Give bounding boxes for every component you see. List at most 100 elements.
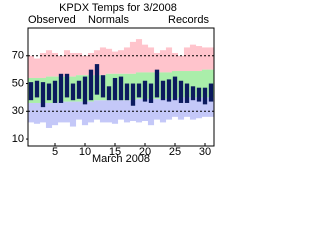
observed-bar (28, 82, 34, 101)
observed-bar (88, 69, 94, 101)
normal-bar (201, 69, 209, 98)
record-low-bar (39, 102, 47, 123)
record-low-bar (141, 98, 149, 122)
normal-bar (189, 71, 197, 98)
record-low-bar (69, 101, 77, 127)
record-low-bar (165, 98, 173, 120)
record-low-bar (123, 100, 131, 123)
plot-frame (27, 27, 215, 147)
record-low-bar (177, 97, 185, 120)
record-high-bar (27, 55, 35, 78)
record-high-bar (93, 50, 101, 76)
record-high-bar (75, 52, 83, 76)
record-low-bar (27, 102, 35, 123)
observed-bar (160, 80, 166, 101)
record-low-bar (99, 100, 107, 123)
record-high-bar (159, 50, 167, 73)
record-low-bar (51, 102, 59, 126)
record-low-bar (57, 101, 65, 123)
chart-title: KPDX Temps for 3/2008 (59, 2, 177, 14)
record-high-bar (45, 50, 53, 77)
record-low-bar (201, 97, 209, 117)
record-low-bar (87, 101, 95, 123)
record-high-bar (171, 52, 179, 72)
record-high-bar (183, 47, 191, 72)
record-high-bar (141, 44, 149, 73)
record-high-bar (81, 55, 89, 76)
observed-bar (202, 87, 208, 105)
record-low-bar (183, 97, 191, 117)
record-high-bar (165, 47, 173, 73)
y-tick-label: 30 (12, 105, 24, 117)
record-low-bar (171, 98, 179, 117)
observed-bar (166, 79, 172, 102)
observed-bar (172, 76, 178, 101)
record-low-bar (93, 100, 101, 120)
observed-bar (148, 83, 154, 103)
y-tick-label: 50 (12, 77, 24, 89)
record-low-bar (33, 102, 41, 124)
record-low-bar (207, 97, 215, 117)
observed-bar (130, 83, 136, 106)
record-high-bar (189, 44, 197, 72)
observed-bar (52, 80, 58, 103)
x-axis-label: March 2008 (92, 153, 150, 165)
observed-bar (178, 80, 184, 103)
legend-records: Records (168, 14, 209, 26)
record-low-bar (81, 101, 89, 126)
observed-bar (34, 80, 40, 98)
observed-bar (82, 76, 88, 105)
record-high-bar (33, 58, 41, 78)
x-tick-label: 20 (139, 146, 151, 158)
record-low-bar (111, 100, 119, 124)
chart: KPDX Temps for 3/2008 Observed Normals R… (12, 2, 215, 165)
observed-bar (142, 80, 148, 102)
x-tick-label: 25 (169, 146, 181, 158)
x-tick-label: 10 (79, 146, 91, 158)
record-high-bar (63, 50, 71, 77)
record-high-bar (123, 47, 131, 74)
observed-bar (58, 73, 64, 103)
legend-normals: Normals (88, 14, 129, 26)
record-high-bar (207, 47, 215, 70)
record-low-bar (153, 98, 161, 120)
record-low-bar (159, 98, 167, 123)
record-high-bar (57, 55, 65, 77)
record-high-bar (129, 41, 137, 74)
observed-bar (196, 87, 202, 102)
observed-bar (190, 86, 196, 101)
record-high-bar (177, 55, 185, 72)
y-tick-label: 70 (12, 50, 24, 62)
record-high-bar (153, 52, 161, 73)
record-low-bar (195, 97, 203, 119)
legend-observed: Observed (28, 14, 76, 26)
normal-bar (207, 69, 215, 98)
record-high-bar (111, 51, 119, 74)
record-low-bar (75, 101, 83, 120)
record-high-bar (135, 39, 143, 73)
observed-bar (124, 83, 130, 101)
observed-bar (94, 64, 100, 95)
record-high-bar (87, 52, 95, 76)
record-high-bar (105, 48, 113, 74)
record-high-bar (51, 52, 59, 77)
record-low-bar (135, 98, 143, 123)
x-tick-label: 30 (199, 146, 211, 158)
observed-bar (112, 77, 118, 101)
observed-bar (70, 83, 76, 101)
record-high-bar (201, 47, 209, 70)
observed-bar (136, 83, 142, 98)
observed-bar (154, 69, 160, 98)
record-high-bar (69, 52, 77, 77)
record-low-bar (129, 100, 137, 122)
observed-bar (100, 75, 106, 98)
observed-bar (64, 73, 70, 98)
record-low-bar (147, 98, 155, 126)
record-high-bar (117, 50, 125, 74)
y-tick-label: 10 (12, 133, 24, 145)
observed-bar (106, 86, 112, 101)
record-low-bar (45, 102, 53, 128)
record-low-bar (189, 97, 197, 120)
observed-bar (40, 82, 46, 108)
record-high-bar (195, 46, 203, 72)
